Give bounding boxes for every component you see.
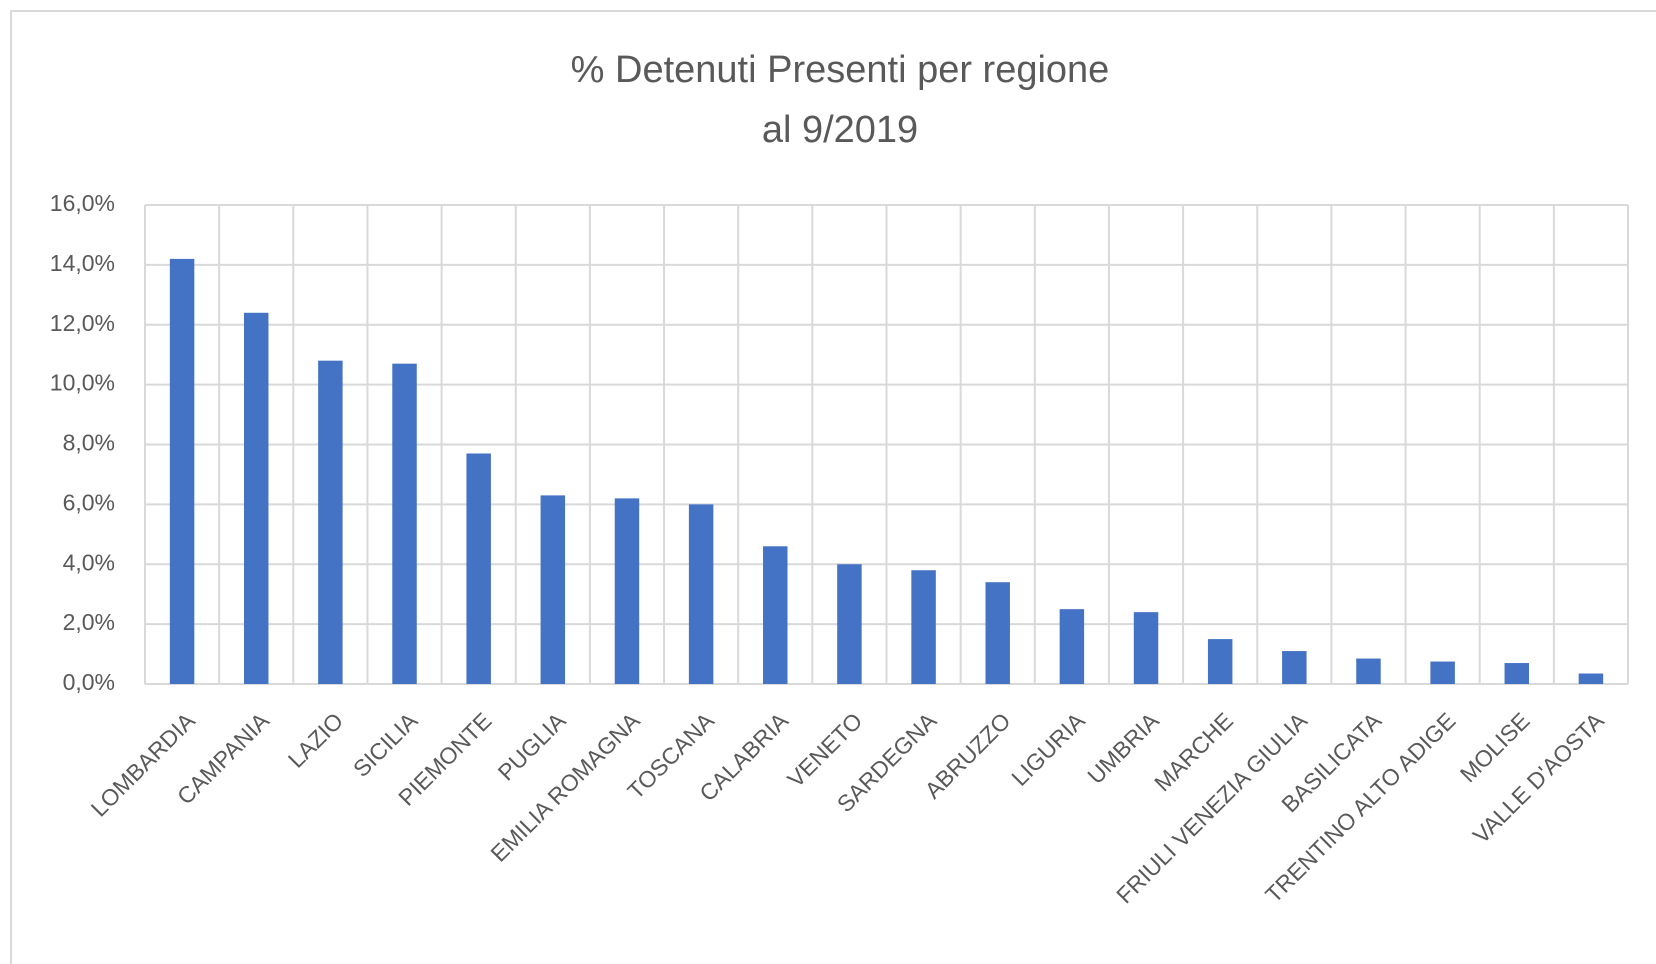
bar <box>243 312 269 684</box>
bar <box>1578 673 1604 684</box>
bar <box>1504 663 1530 684</box>
bar <box>540 495 566 684</box>
bar <box>1059 609 1085 684</box>
chart-title: % Detenuti Presenti per regione <box>571 49 1110 91</box>
bar <box>318 360 343 684</box>
bar <box>985 582 1010 684</box>
bar <box>1207 639 1233 684</box>
bar <box>392 363 417 684</box>
chart-title: al 9/2019 <box>762 109 918 151</box>
bar <box>466 453 491 684</box>
bar <box>169 258 195 684</box>
bar <box>614 498 640 684</box>
y-tick-label: 6,0% <box>63 489 115 515</box>
y-tick-label: 0,0% <box>63 669 115 695</box>
y-tick-label: 8,0% <box>63 430 115 456</box>
bar <box>837 564 862 684</box>
bar <box>1356 658 1381 684</box>
bar <box>1430 661 1455 684</box>
y-tick-label: 4,0% <box>63 549 115 575</box>
bar <box>688 504 714 684</box>
y-tick-label: 12,0% <box>50 310 115 336</box>
bar <box>911 570 936 684</box>
y-tick-label: 14,0% <box>50 250 115 276</box>
bar <box>1133 612 1159 684</box>
chart-frame <box>10 10 1656 964</box>
y-tick-label: 2,0% <box>63 609 115 635</box>
y-tick-label: 10,0% <box>50 370 115 396</box>
y-tick-label: 16,0% <box>50 190 115 216</box>
bar <box>1282 651 1307 684</box>
bar <box>763 546 788 684</box>
